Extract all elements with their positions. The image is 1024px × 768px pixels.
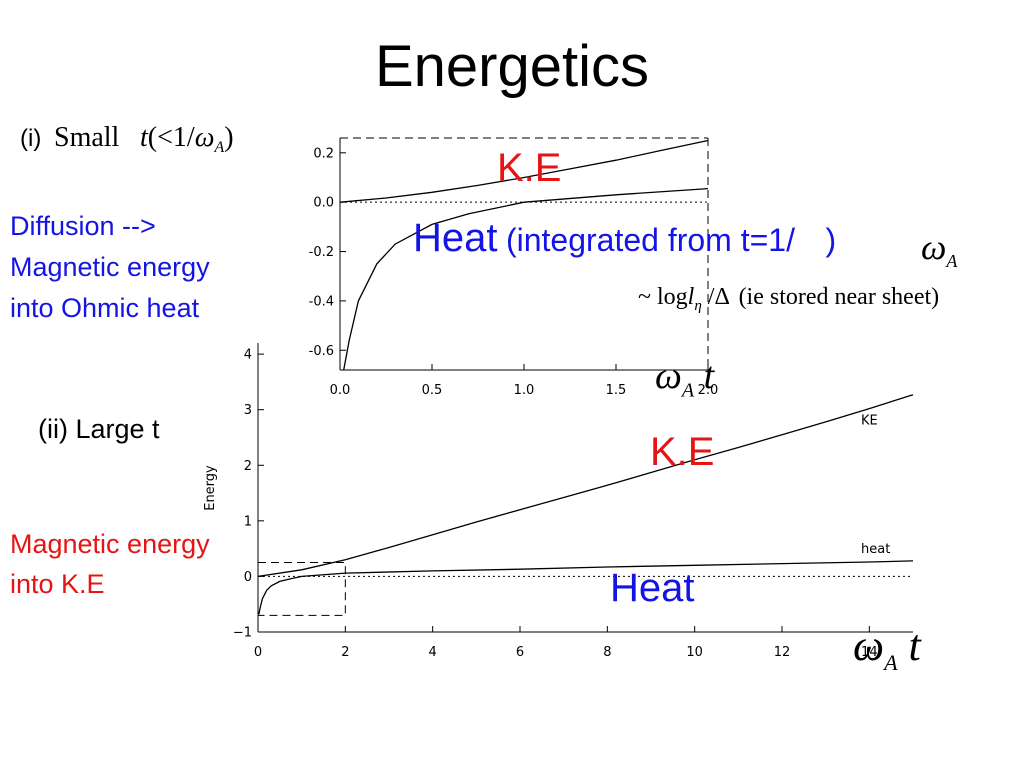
inset-xaxis-sub: A (681, 379, 695, 402)
diffusion-line-3: into Ohmic heat (10, 293, 200, 323)
main-x-tick-label: 12 (774, 645, 791, 660)
heat-note: (integrated from t=1/ (505, 222, 795, 258)
small-case-prefix: (i) (20, 125, 42, 152)
main-series-label: KE (861, 414, 878, 429)
inset-y-tick-label: -0.4 (309, 294, 334, 309)
log-l: l (687, 284, 695, 310)
diffusion-note: Diffusion --> Magnetic energy into Ohmic… (10, 206, 210, 329)
heat-annotation: Heat (integrated from t=1/ ) (413, 216, 836, 261)
small-case-var: t (140, 122, 148, 153)
main-y-tick-label: 3 (244, 403, 252, 418)
small-case-sub: A (214, 138, 225, 156)
small-case-word: Small (54, 122, 120, 153)
heat-big-label: Heat (413, 216, 498, 260)
inset-x-tick-label: 2.0 (698, 383, 719, 398)
slide-title: Energetics (374, 34, 650, 99)
log-rest: /Δ (707, 284, 729, 310)
log-eta: η (694, 297, 702, 314)
inset-x-tick-label: 0.0 (330, 383, 351, 398)
main-x-tick-label: 10 (686, 645, 703, 660)
log-expression: ~ loglη /Δ (ie stored near sheet) (638, 284, 939, 315)
inset-xaxis-omega: ω (655, 355, 682, 397)
main-x-tick-label: 8 (603, 645, 611, 660)
main-y-tick-label: 0 (244, 570, 252, 585)
main-series-line (258, 560, 914, 615)
omega-top-symbol: ω (921, 227, 947, 267)
magnetic-ke-line-1: Magnetic energy (10, 529, 210, 559)
omega-top: ωA (921, 226, 957, 272)
diffusion-line-2: Magnetic energy (10, 252, 210, 282)
inset-y-tick-label: 0.2 (313, 146, 334, 161)
main-y-tick-label: 4 (244, 348, 252, 363)
log-paren: (ie stored near sheet) (738, 284, 940, 310)
diffusion-line-1: Diffusion --> (10, 211, 156, 241)
main-inset-region-box (257, 562, 346, 616)
inset-x-tick-label: 1.0 (514, 383, 535, 398)
inset-xaxis-t: t (703, 355, 715, 397)
small-case-close: ) (224, 122, 234, 153)
inset-xaxis-label: ωA t (655, 354, 714, 403)
small-case-heading: (i) Small t(<1/ωA) (20, 122, 234, 157)
omega-top-sub: A (946, 251, 958, 272)
inset-y-tick-label: -0.6 (309, 344, 334, 359)
inset-background (296, 134, 716, 404)
main-x-tick-label: 4 (429, 645, 437, 660)
inset-y-tick-label: -0.2 (309, 245, 334, 260)
main-y-tick-label: −1 (233, 626, 252, 641)
main-x-tick-label: 6 (516, 645, 524, 660)
main-xaxis-t: t (908, 621, 921, 670)
main-series-line (257, 394, 914, 578)
large-case-heading: (ii) Large t (38, 414, 160, 444)
main-y-tick-label: 2 (244, 459, 252, 474)
main-xaxis-label: ωA t (853, 620, 921, 676)
heat-note-close: ) (825, 222, 837, 258)
main-xaxis-omega: ω (853, 621, 885, 670)
main-x-tick-label: 2 (341, 645, 349, 660)
inset-x-tick-label: 0.5 (422, 383, 443, 398)
small-case-cond: (<1/ (147, 122, 195, 153)
small-case-omega: ω (194, 122, 215, 153)
magnetic-ke-note: Magnetic energy into K.E (10, 524, 210, 604)
main-y-tick-label: 1 (244, 514, 252, 529)
inset-x-tick-label: 1.5 (606, 383, 627, 398)
main-series-label: heat (861, 542, 890, 557)
magnetic-ke-line-2: into K.E (10, 569, 105, 599)
main-xaxis-sub: A (884, 649, 898, 675)
main-x-tick-label: 14 (861, 645, 878, 660)
ke-label-top: K.E (497, 146, 562, 190)
inset-series-line (339, 139, 709, 203)
heat-label-main: Heat (610, 566, 695, 610)
inset-series-line (343, 187, 709, 371)
ke-label-main: K.E (650, 430, 715, 474)
log-tilde: ~ log (638, 284, 688, 310)
main-x-tick-label: 0 (254, 645, 262, 660)
inset-energy-plot: 0.0 0.5 1.0 1.5 2.0 -0.6 -0.4 -0.2 0.0 0.2 (309, 137, 719, 398)
main-y-axis-title: Energy (203, 465, 218, 511)
inset-y-tick-label: 0.0 (313, 196, 334, 211)
